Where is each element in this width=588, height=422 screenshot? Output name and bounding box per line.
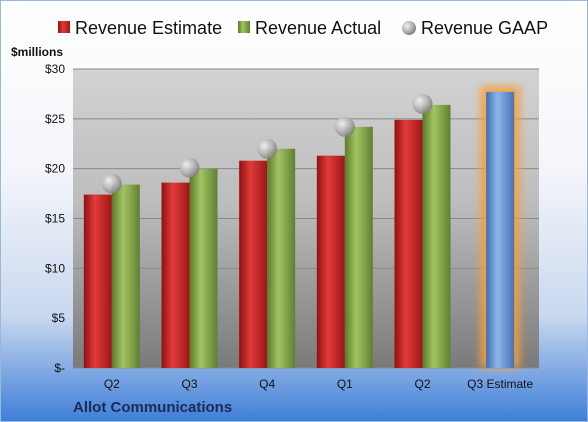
y-axis-ticks: $- $5 $10 $15 $20 $25 $30 — [45, 62, 65, 375]
bar-revenue-estimate — [161, 182, 190, 368]
legend-label-actual: Revenue Actual — [255, 18, 381, 38]
y-tick-label: $30 — [45, 62, 65, 76]
x-tick-label: Q4 — [259, 377, 275, 391]
bar-revenue-actual — [344, 126, 373, 368]
y-tick-label: $5 — [52, 311, 66, 325]
gridlines — [73, 68, 539, 369]
legend-label-estimate: Revenue Estimate — [75, 18, 222, 38]
bar-q3-estimate — [486, 91, 515, 368]
marker-revenue-gaap — [101, 173, 122, 194]
x-tick-label: Q2 — [104, 377, 120, 391]
legend-swatch-actual — [238, 21, 250, 33]
y-tick-label: $10 — [45, 261, 65, 275]
bar-revenue-estimate — [83, 194, 112, 368]
bar-revenue-actual — [189, 168, 218, 368]
legend-swatch-estimate — [58, 21, 70, 33]
legend-swatch-gaap — [402, 21, 416, 35]
company-name: Allot Communications — [73, 399, 233, 416]
y-tick-label: $15 — [45, 212, 65, 226]
gaap-markers — [101, 93, 433, 194]
x-tick-label: Q2 — [414, 377, 430, 391]
marker-revenue-gaap — [257, 138, 278, 159]
y-tick-label: $- — [54, 361, 65, 375]
legend: Revenue Estimate Revenue Actual Revenue … — [58, 18, 548, 38]
bar-revenue-actual — [422, 104, 451, 368]
legend-label-gaap: Revenue GAAP — [421, 18, 548, 38]
y-tick-label: $25 — [45, 112, 65, 126]
bar-revenue-estimate — [239, 160, 268, 368]
marker-revenue-gaap — [334, 116, 355, 137]
y-tick-label: $20 — [45, 162, 65, 176]
bar-revenue-estimate — [394, 119, 423, 368]
x-tick-label: Q1 — [337, 377, 353, 391]
x-tick-label: Q3 Estimate — [467, 377, 533, 391]
marker-revenue-gaap — [179, 157, 200, 178]
bar-revenue-actual — [267, 148, 296, 368]
x-tick-label: Q3 — [181, 377, 197, 391]
x-axis-ticks: Q2 Q3 Q4 Q1 Q2 Q3 Estimate — [104, 377, 534, 391]
marker-revenue-gaap — [412, 93, 433, 114]
bars — [83, 85, 521, 368]
y-axis-unit-label: $millions — [11, 45, 63, 59]
bar-revenue-estimate — [316, 155, 345, 368]
bar-revenue-actual — [111, 184, 140, 368]
